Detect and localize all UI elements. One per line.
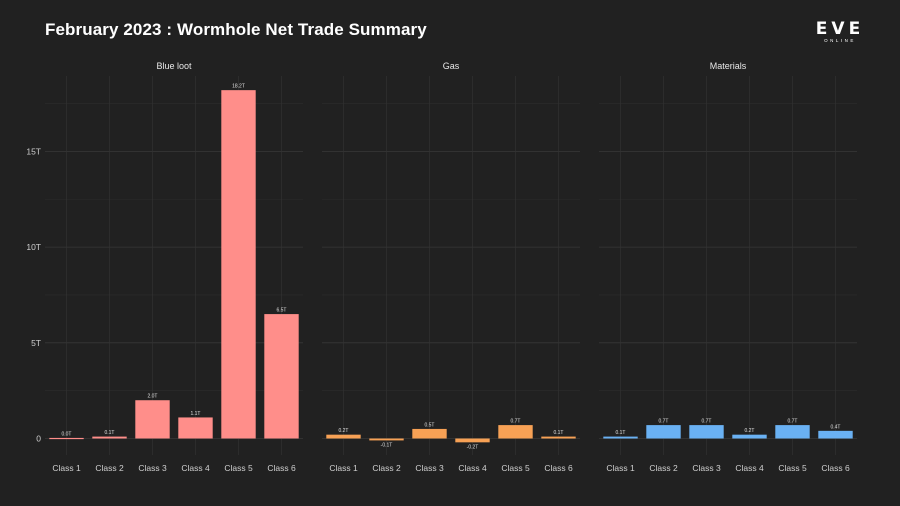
bar-value-label: 6.5T [276, 308, 286, 314]
bar [541, 436, 576, 439]
x-tick-label: Class 2 [372, 463, 401, 473]
y-tick-label: 15T [26, 146, 41, 156]
bar [326, 434, 361, 439]
x-tick-label: Class 1 [329, 463, 358, 473]
logo-word: EVE [815, 19, 865, 39]
bar-value-label: 0.2T [744, 428, 754, 434]
bar-value-label: -0.2T [467, 444, 479, 450]
bar-value-label: 0.7T [787, 419, 797, 425]
bar-value-label: 0.4T [830, 424, 840, 430]
bar [646, 425, 681, 439]
bar [221, 90, 256, 439]
x-tick-label: Class 4 [735, 463, 764, 473]
bar-value-label: 0.1T [104, 430, 114, 436]
x-tick-label: Class 5 [501, 463, 530, 473]
bar-value-label: 0.7T [658, 419, 668, 425]
bar [92, 436, 127, 439]
bar-value-label: 0.7T [701, 419, 711, 425]
x-tick-label: Class 4 [458, 463, 487, 473]
bar [412, 428, 447, 439]
x-tick-label: Class 1 [52, 463, 81, 473]
bar-value-label: 0.5T [424, 422, 434, 428]
bar-value-label: 0.1T [615, 430, 625, 436]
bar [49, 437, 84, 440]
bar-value-label: 2.0T [147, 394, 157, 400]
chart-title: February 2023 : Wormhole Net Trade Summa… [45, 20, 427, 39]
bar [603, 436, 638, 439]
x-tick-label: Class 5 [778, 463, 807, 473]
x-tick-label: Class 5 [224, 463, 253, 473]
bar [178, 417, 213, 439]
bar [732, 434, 767, 439]
x-tick-label: Class 6 [544, 463, 573, 473]
y-tick-label: 0 [36, 434, 41, 444]
facet-title: Blue loot [156, 61, 192, 71]
x-tick-label: Class 2 [649, 463, 678, 473]
bar-value-label: 1.1T [190, 411, 200, 417]
bar-value-label: -0.1T [381, 442, 393, 448]
x-tick-label: Class 6 [821, 463, 850, 473]
bar [369, 438, 404, 441]
bar [689, 425, 724, 439]
bar [818, 430, 853, 439]
x-tick-label: Class 3 [138, 463, 167, 473]
bar [455, 438, 490, 443]
bar-value-label: 0.2T [338, 428, 348, 434]
bar [498, 425, 533, 439]
x-tick-label: Class 1 [606, 463, 635, 473]
x-tick-label: Class 4 [181, 463, 210, 473]
y-tick-label: 5T [31, 338, 41, 348]
bar-value-label: 18.2T [232, 84, 245, 90]
x-tick-label: Class 3 [692, 463, 721, 473]
facet-title: Gas [443, 61, 460, 71]
x-tick-label: Class 2 [95, 463, 124, 473]
bar-value-label: 0.1T [553, 430, 563, 436]
facet-title: Materials [710, 61, 747, 71]
x-tick-label: Class 3 [415, 463, 444, 473]
bar [135, 400, 170, 439]
bar [775, 425, 810, 439]
bar [264, 314, 299, 439]
x-tick-label: Class 6 [267, 463, 296, 473]
logo-sub: ONLINE [824, 38, 856, 43]
bar-value-label: 0.0T [61, 431, 71, 437]
bar-value-label: 0.7T [510, 419, 520, 425]
eve-online-logo: EVE ONLINE [810, 20, 870, 46]
y-tick-label: 10T [26, 242, 41, 252]
